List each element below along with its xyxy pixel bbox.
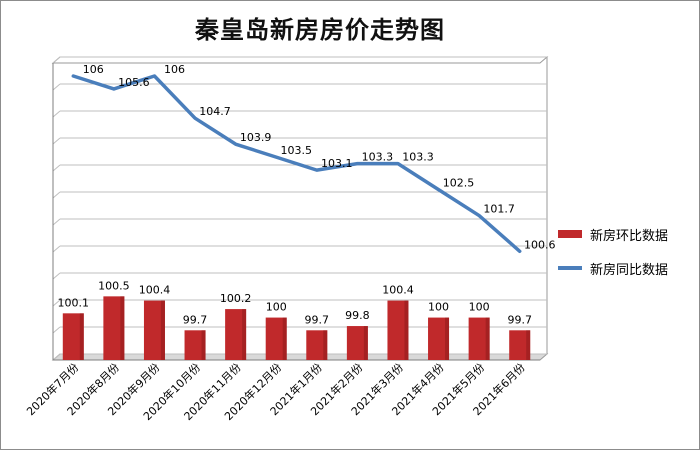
- bar-shade: [404, 300, 409, 360]
- line-value-label: 106: [164, 63, 185, 76]
- bar-value-label: 100: [266, 301, 287, 314]
- gridline-slant: [52, 110, 61, 118]
- bar: [62, 313, 84, 360]
- bar-value-label: 100: [428, 301, 449, 314]
- line-value-label: 101.7: [483, 203, 515, 216]
- bar: [306, 330, 328, 360]
- bar: [509, 330, 531, 360]
- line-value-label: 102.5: [443, 177, 475, 190]
- gridline-slant: [52, 137, 61, 145]
- gridline-slant: [52, 56, 61, 64]
- bar: [265, 317, 287, 360]
- plot-top-edge: [51, 56, 549, 64]
- bar: [143, 300, 165, 360]
- legend-item-bar: 新房环比数据: [558, 222, 668, 246]
- bar-value-label: 100.5: [98, 279, 130, 292]
- line-value-label: 104.7: [199, 105, 231, 118]
- bar-shade: [120, 296, 125, 360]
- bar-shade: [363, 326, 368, 360]
- bar: [387, 300, 409, 360]
- line-value-label: 103.5: [280, 144, 312, 157]
- gridline-slant: [52, 353, 61, 361]
- gridline-slant: [52, 299, 61, 307]
- line-value-label: 103.3: [402, 151, 434, 164]
- bar-value-label: 100.2: [220, 292, 252, 305]
- bar-shade: [282, 317, 287, 360]
- gridline-slant: [52, 83, 61, 91]
- line-value-label: 105.6: [118, 76, 150, 89]
- bar-value-label: 99.7: [305, 313, 330, 326]
- bar: [225, 309, 247, 360]
- bar: [103, 296, 125, 360]
- bar-shade: [79, 313, 84, 360]
- bar-shade: [201, 330, 206, 360]
- legend: 新房环比数据 新房同比数据: [558, 222, 668, 290]
- gridline-slant: [52, 326, 61, 334]
- bar: [468, 317, 490, 360]
- line-value-label: 106: [83, 63, 104, 76]
- bar-shade: [445, 317, 450, 360]
- line-value-label: 100.6: [524, 238, 556, 251]
- bar-value-label: 100.1: [58, 296, 90, 309]
- bar: [428, 317, 450, 360]
- bar: [184, 330, 206, 360]
- bar-value-label: 100: [469, 301, 490, 314]
- bar-shade: [526, 330, 531, 360]
- bar-shade: [323, 330, 328, 360]
- bar-value-label: 99.7: [183, 313, 208, 326]
- legend-label-bar: 新房环比数据: [590, 228, 669, 244]
- chart-title: 秦皇岛新房房价走势图: [195, 16, 445, 44]
- gridline-slant: [52, 272, 61, 280]
- bar: [346, 326, 368, 360]
- bar-value-label: 100.4: [139, 284, 171, 297]
- legend-label-line: 新房同比数据: [590, 262, 669, 278]
- bar-value-label: 99.7: [507, 313, 532, 326]
- bar-value-label: 99.8: [345, 309, 370, 322]
- line-value-label: 103.1: [321, 157, 353, 170]
- line-value-label: 103.9: [240, 131, 272, 144]
- gridline-slant: [52, 245, 61, 253]
- legend-item-line: 新房同比数据: [558, 256, 668, 280]
- legend-swatch-bar: [558, 230, 582, 238]
- legend-swatch-line: [558, 266, 582, 270]
- gridline-slant: [52, 164, 61, 172]
- bar-shade: [485, 317, 490, 360]
- bar-shade: [242, 309, 247, 360]
- bar-shade: [160, 300, 165, 360]
- gridline-slant: [52, 218, 61, 226]
- bar-value-label: 100.4: [382, 284, 414, 297]
- line-series: [71, 74, 522, 254]
- line-value-label: 103.3: [362, 151, 394, 164]
- gridline-slant: [52, 191, 61, 199]
